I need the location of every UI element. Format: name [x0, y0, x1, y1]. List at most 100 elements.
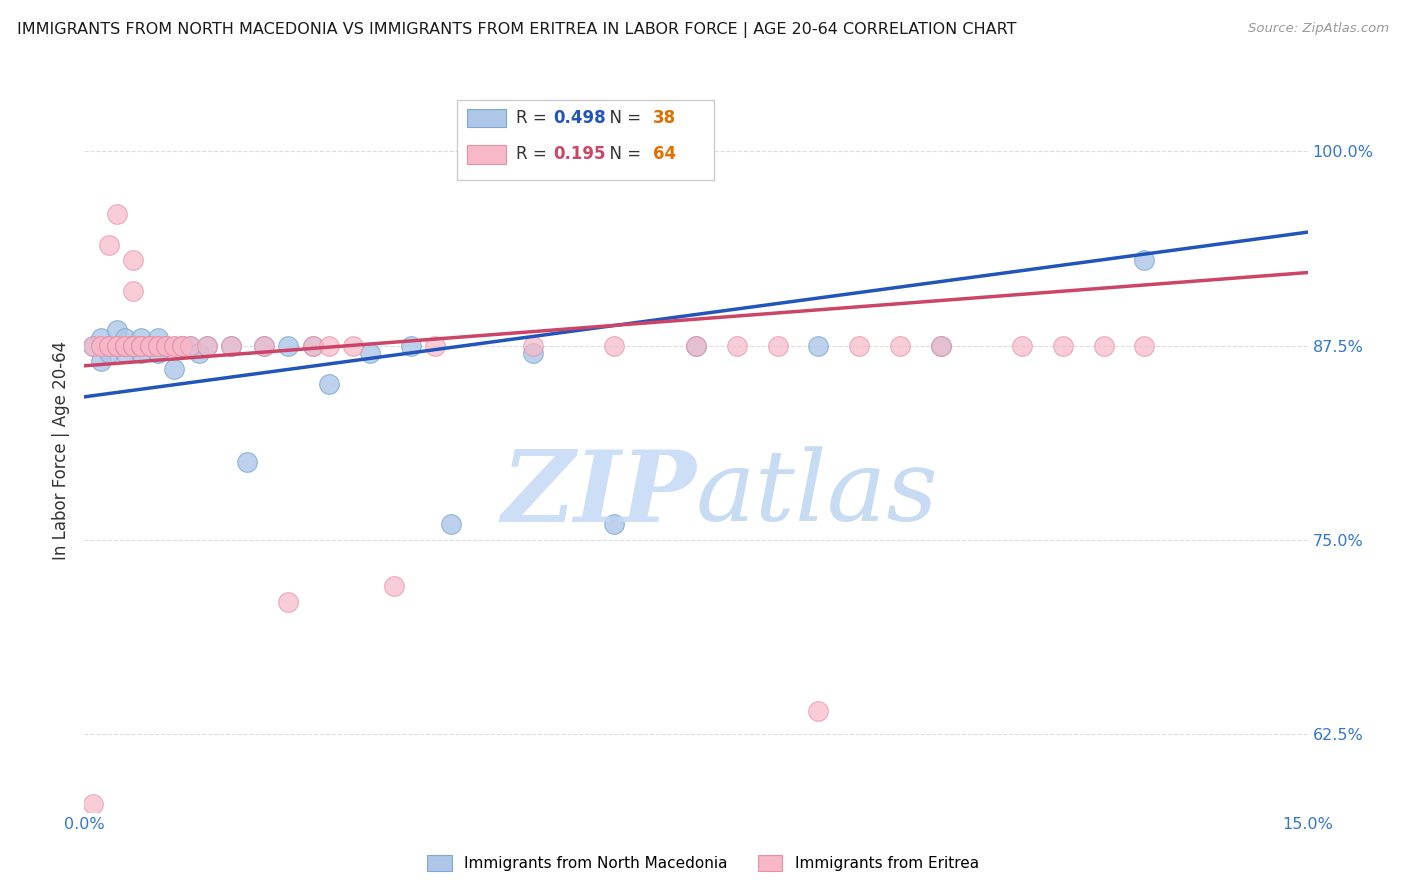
- Point: [253, 338, 276, 352]
- Point: [114, 338, 136, 352]
- Point: [359, 346, 381, 360]
- Point: [90, 354, 112, 368]
- Point: [179, 338, 201, 352]
- Point: [105, 338, 128, 352]
- Point: [131, 338, 153, 352]
- Text: 0.195: 0.195: [553, 145, 606, 163]
- Point: [889, 338, 911, 352]
- Point: [766, 338, 789, 352]
- Point: [82, 338, 104, 352]
- Point: [138, 338, 160, 352]
- FancyBboxPatch shape: [457, 100, 714, 179]
- Point: [179, 338, 201, 352]
- Point: [90, 338, 112, 352]
- Point: [342, 338, 364, 352]
- Text: Source: ZipAtlas.com: Source: ZipAtlas.com: [1249, 22, 1389, 36]
- Point: [122, 338, 145, 352]
- Point: [131, 346, 153, 360]
- Point: [195, 338, 218, 352]
- Point: [603, 338, 626, 352]
- Point: [187, 346, 209, 360]
- Text: 38: 38: [654, 109, 676, 127]
- Point: [172, 338, 194, 352]
- Text: N =: N =: [599, 109, 647, 127]
- Point: [82, 797, 104, 811]
- Point: [155, 338, 177, 352]
- Point: [522, 346, 544, 360]
- Point: [195, 338, 218, 352]
- Y-axis label: In Labor Force | Age 20-64: In Labor Force | Age 20-64: [52, 341, 70, 560]
- Point: [97, 346, 120, 360]
- Text: 0.498: 0.498: [553, 109, 606, 127]
- Point: [1092, 338, 1115, 352]
- Point: [277, 338, 299, 352]
- Point: [105, 338, 128, 352]
- Point: [603, 517, 626, 532]
- Point: [219, 338, 242, 352]
- Point: [146, 346, 169, 360]
- Point: [122, 253, 145, 268]
- Point: [423, 338, 446, 352]
- Point: [122, 284, 145, 298]
- Point: [146, 331, 169, 345]
- Point: [155, 338, 177, 352]
- Point: [172, 338, 194, 352]
- Point: [122, 338, 145, 352]
- FancyBboxPatch shape: [467, 145, 506, 163]
- Text: atlas: atlas: [696, 446, 939, 541]
- Point: [97, 338, 120, 352]
- Point: [163, 338, 186, 352]
- Point: [440, 517, 463, 532]
- Point: [382, 579, 405, 593]
- Point: [301, 338, 323, 352]
- Point: [131, 331, 153, 345]
- Point: [138, 338, 160, 352]
- Text: N =: N =: [599, 145, 647, 163]
- Point: [522, 338, 544, 352]
- Point: [155, 338, 177, 352]
- Point: [97, 237, 120, 252]
- Point: [172, 338, 194, 352]
- Point: [122, 338, 145, 352]
- Point: [97, 338, 120, 352]
- Point: [105, 323, 128, 337]
- Point: [138, 338, 160, 352]
- Point: [138, 338, 160, 352]
- Point: [114, 346, 136, 360]
- Text: IMMIGRANTS FROM NORTH MACEDONIA VS IMMIGRANTS FROM ERITREA IN LABOR FORCE | AGE : IMMIGRANTS FROM NORTH MACEDONIA VS IMMIG…: [17, 22, 1017, 38]
- Point: [114, 338, 136, 352]
- FancyBboxPatch shape: [467, 109, 506, 128]
- Point: [807, 338, 830, 352]
- Point: [929, 338, 952, 352]
- Point: [318, 338, 340, 352]
- Point: [114, 338, 136, 352]
- Point: [146, 338, 169, 352]
- Text: ZIP: ZIP: [501, 446, 696, 542]
- Point: [138, 338, 160, 352]
- Point: [97, 338, 120, 352]
- Point: [1011, 338, 1033, 352]
- Point: [163, 338, 186, 352]
- Point: [122, 338, 145, 352]
- Point: [146, 338, 169, 352]
- Point: [725, 338, 748, 352]
- Point: [122, 338, 145, 352]
- Point: [163, 362, 186, 376]
- Point: [105, 206, 128, 220]
- Point: [685, 338, 707, 352]
- Point: [114, 338, 136, 352]
- Point: [1052, 338, 1074, 352]
- Point: [929, 338, 952, 352]
- Point: [138, 338, 160, 352]
- Point: [105, 338, 128, 352]
- Point: [155, 338, 177, 352]
- Point: [236, 455, 259, 469]
- Point: [90, 338, 112, 352]
- Point: [114, 338, 136, 352]
- Text: R =: R =: [516, 109, 553, 127]
- Point: [131, 338, 153, 352]
- Point: [1133, 338, 1156, 352]
- Point: [131, 338, 153, 352]
- Point: [277, 595, 299, 609]
- Point: [848, 338, 870, 352]
